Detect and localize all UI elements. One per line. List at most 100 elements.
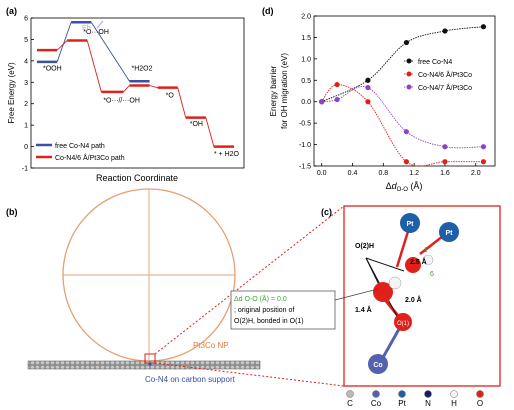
distance-2-5: 2.5 Å	[410, 257, 427, 266]
panel-b: (b) Pt3Co NP Co-N4 on carbon support	[6, 188, 345, 387]
panel-d-xtick-label: 0.8	[378, 170, 388, 177]
support-label: Co-N4 on carbon support	[145, 375, 236, 384]
panel-a-ytick-label: 1	[24, 123, 28, 130]
h-atom-ghost	[422, 254, 434, 266]
panel-a: (a) -1 0 1 2 3 4 5 6 Free Energy (eV) Reaction …	[6, 6, 245, 183]
callout-line-3: O(2)H, bonded in O(1)	[234, 318, 304, 325]
panel-d: (d) -1.5 -1.0 -0.5 0.0 0.5 1.0 1.5 2.0 0.0 0.4 0.8…	[262, 6, 496, 193]
data-point-series-0	[403, 39, 410, 46]
energy-connector-free	[56, 22, 72, 63]
data-point-series-1	[365, 99, 371, 105]
data-point-series-2	[403, 129, 410, 135]
panel-a-y-ticks: -1 0 1 2 3 4 5 6	[22, 16, 34, 173]
data-point-series-1	[442, 159, 448, 165]
legend-co-n4-6a-pt3co: Co-N4/6 Å/Pt3Co	[418, 70, 472, 79]
element-legend: C Co Pt N H O	[346, 390, 484, 408]
legend-free-co-n4-marker	[406, 58, 412, 64]
panel-d-plot-frame	[313, 15, 496, 167]
energy-connector-pt3co	[86, 40, 102, 93]
data-point-series-2	[365, 84, 371, 91]
o-atom-1-ghost	[405, 257, 421, 273]
data-point-series-2	[480, 144, 487, 150]
legend-free-co-n4: free Co-N4	[418, 59, 452, 66]
legend-atom-c	[346, 390, 354, 398]
data-point-series-1	[403, 159, 410, 165]
panel-d-xtick-label: 0.4	[348, 170, 358, 177]
legend-free-co-n4-path: free Co-N4 path	[55, 143, 105, 150]
energy-connector-pt3co	[205, 117, 215, 147]
panel-a-annotations: *OOH *O···OH *O···//···OH *H2O2 *O *OH * + H2O	[43, 29, 239, 158]
h-atom	[388, 276, 402, 290]
panel-c-label: (c)	[321, 207, 332, 217]
legend-atom-label: H	[451, 399, 457, 408]
svg-text:Pt: Pt	[407, 221, 415, 228]
data-point-series-2	[442, 144, 448, 150]
panel-a-ytick-label: 0	[24, 144, 28, 151]
panel-d-ytick-label: 1.0	[301, 56, 311, 63]
pt3co-np-label: Pt3Co NP	[193, 341, 229, 350]
carbon-support	[27, 360, 261, 370]
energy-connector-pt3co	[56, 40, 68, 51]
distance-2-0: 2.0 Å	[405, 295, 422, 304]
panel-d-ytick-label: 1.5	[301, 35, 311, 42]
panel-d-ytick-label: 0.0	[301, 99, 311, 106]
legend-atom-h	[450, 390, 458, 398]
legend-co-n4-pt3co-path: Co-N4/6 Å/Pt3Co path	[55, 153, 125, 162]
legend-co-n4-7a-pt3co: Co-N4/7 Å/Pt3Co	[418, 83, 472, 92]
energy-connector-free	[90, 22, 130, 82]
panel-d-legend: free Co-N4 Co-N4/6 Å/Pt3Co Co-N4/7 Å/Pt3…	[404, 58, 472, 92]
panel-d-xtick-label: 0.0	[317, 170, 327, 177]
panel-a-annotation: *O···//···OH	[103, 98, 140, 105]
panel-a-barrier-label: Eb	[82, 25, 91, 32]
panel-d-ytick-label: -1.5	[299, 164, 311, 171]
panel-d-y-label-line1: Energy barrier	[269, 65, 278, 116]
data-point-series-2	[334, 96, 340, 103]
legend-atom-label: Co	[371, 399, 382, 408]
panel-d-ytick-label: -0.5	[299, 121, 311, 128]
panel-a-legend: free Co-N4 path Co-N4/6 Å/Pt3Co path	[36, 143, 125, 162]
legend-atom-label: N	[425, 399, 431, 408]
data-point-series-2	[319, 99, 325, 105]
legend-atom-o	[476, 390, 484, 398]
series-line-2	[321, 86, 484, 149]
site-number-6: 6	[430, 271, 434, 278]
o2h-label: O(2)H	[355, 243, 374, 250]
legend-7a-marker	[406, 84, 412, 90]
energy-connector-pt3co	[123, 85, 130, 93]
panel-d-x-label: ΔdO-O (Å)	[386, 181, 423, 193]
panel-a-annotation: *H2O2	[131, 66, 152, 73]
pt-atom-2	[439, 222, 459, 242]
callout-line-2: ; original position of	[234, 307, 294, 314]
svg-text:Pt: Pt	[446, 230, 454, 237]
site-number-1: 1	[424, 247, 428, 254]
panel-d-xtick-label: 1.2	[409, 170, 419, 177]
pt-atom-1	[400, 213, 420, 233]
panel-a-ytick-label: -1	[22, 166, 28, 173]
panel-a-annotation: * + H2O	[214, 151, 240, 158]
panel-a-label: (a)	[6, 6, 17, 16]
panel-a-plot-frame	[30, 17, 245, 169]
panel-a-annotation: *OH	[190, 121, 203, 128]
panel-a-annotation: *OOH	[43, 66, 62, 73]
panel-d-xtick-label: 2.0	[471, 170, 481, 177]
data-point-series-0	[480, 24, 487, 30]
zoom-line-top	[154, 205, 345, 355]
callout-pointer	[334, 288, 379, 301]
legend-atom-n	[424, 390, 432, 398]
data-point-series-0	[365, 77, 371, 83]
panel-a-ytick-label: 2	[24, 101, 28, 108]
data-point-series-1	[480, 159, 487, 165]
panel-a-ytick-label: 5	[24, 37, 28, 44]
o1-atom	[394, 313, 412, 331]
legend-atom-pt	[398, 390, 406, 398]
panel-a-ytick-label: 4	[24, 58, 28, 65]
panel-d-y-label-line2: for OH migration (eV)	[280, 53, 289, 129]
panel-d-ytick-label: 0.5	[301, 78, 311, 85]
panel-a-barrier-arrow	[96, 20, 104, 29]
co-atom	[368, 354, 388, 374]
panel-d-ytick-label: -1.0	[299, 142, 311, 149]
callout-line-1: Δd O-O (Å) = 0.0	[234, 294, 287, 303]
energy-connector-pt3co	[177, 87, 187, 118]
panel-a-y-label: Free Energy (eV)	[7, 62, 16, 124]
panel-d-ytick-label: 2.0	[301, 14, 311, 21]
